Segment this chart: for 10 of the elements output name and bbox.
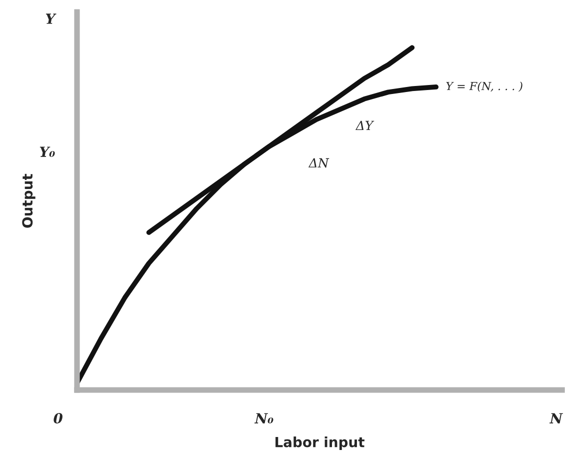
series-label: Y = F(N, . . . ) [446,82,522,92]
text: Y₀ [40,146,55,157]
text: Y [46,14,56,24]
annotation: ΔN [308,158,330,168]
x-axis-title: Labor input [276,436,364,450]
y-axis-title: Output [22,174,36,228]
text: N₀ [254,413,274,424]
text: N [549,413,563,424]
text: 0 [54,413,62,424]
annotation: ΔY [355,120,374,130]
